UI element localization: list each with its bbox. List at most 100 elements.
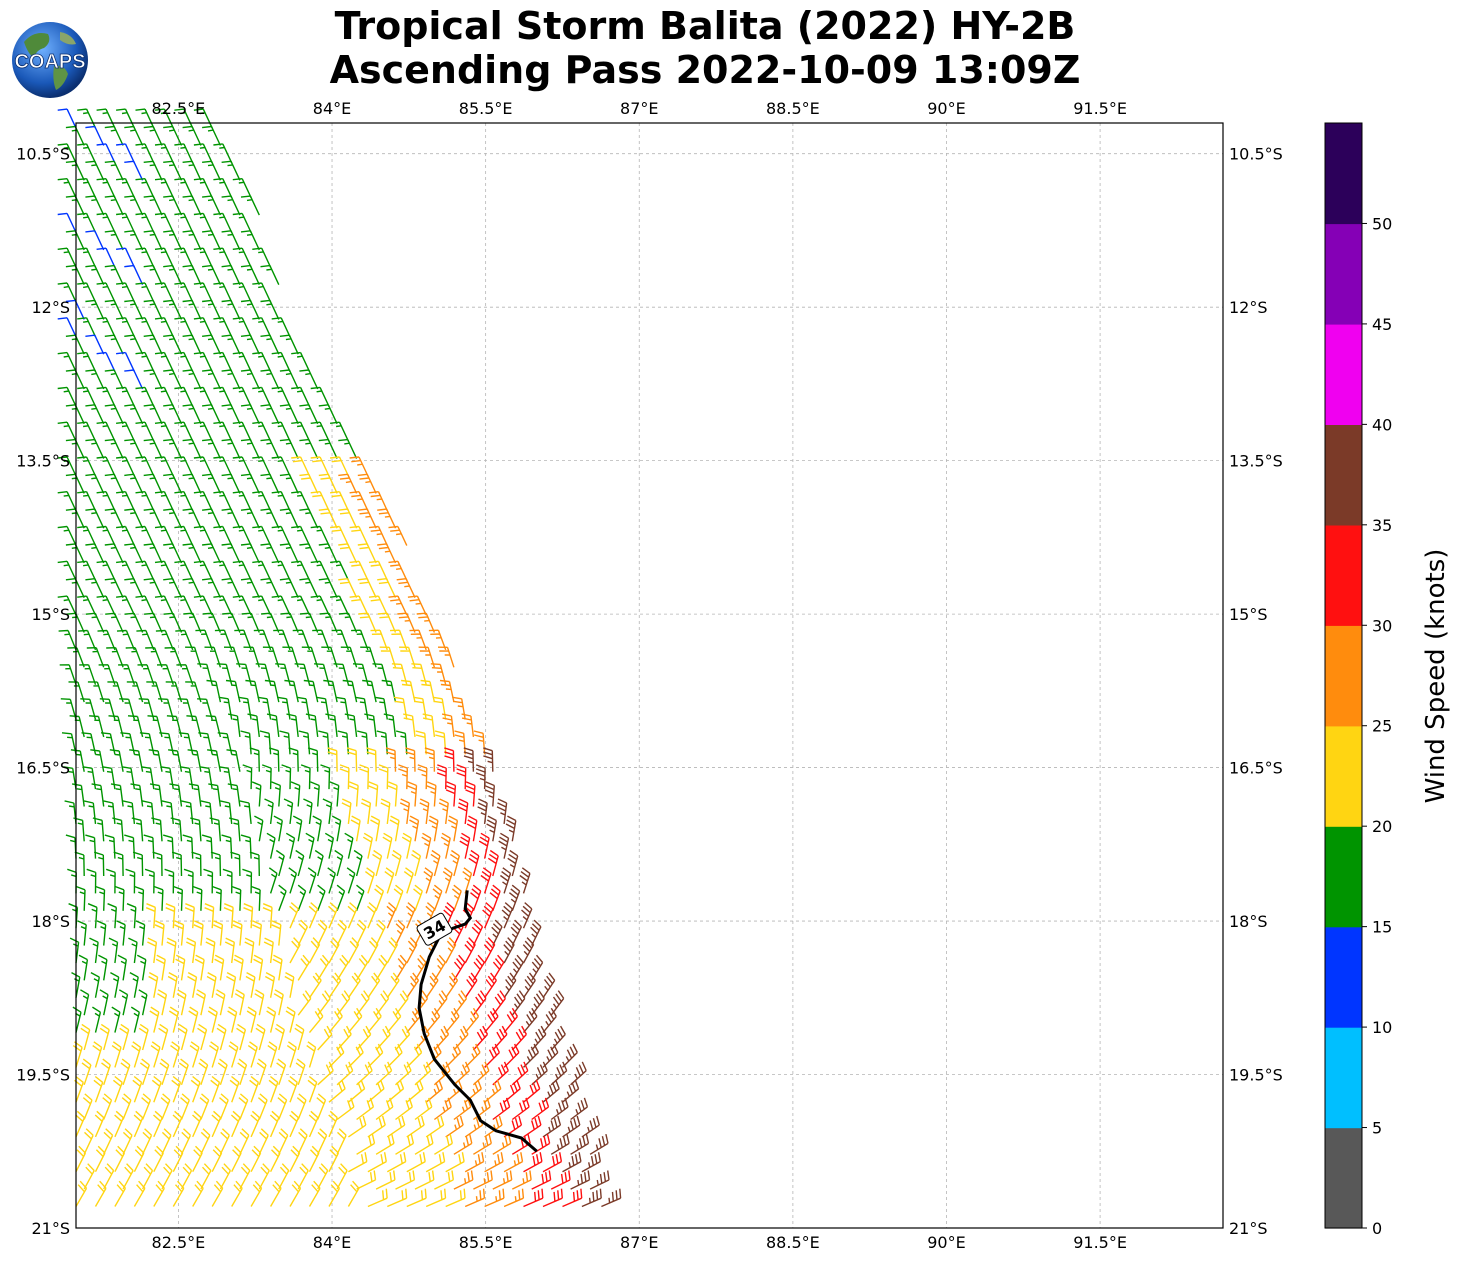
wind-barb bbox=[231, 1145, 242, 1173]
wind-barb bbox=[425, 972, 439, 999]
wind-barb bbox=[279, 334, 299, 355]
wind-barb bbox=[464, 1152, 485, 1173]
wind-barb bbox=[531, 1025, 547, 1051]
lat-tick-label-right: 10.5°S bbox=[1229, 145, 1283, 164]
wind-barb bbox=[297, 919, 309, 946]
wind-barb bbox=[336, 919, 347, 946]
wind-barb bbox=[154, 920, 165, 946]
wind-barb bbox=[445, 1007, 460, 1034]
wind-barb bbox=[511, 1025, 528, 1051]
wind-barb bbox=[465, 781, 476, 807]
wind-barb bbox=[85, 404, 105, 425]
title-line-2: Ascending Pass 2022-10-09 13:09Z bbox=[329, 48, 1081, 92]
wind-barb bbox=[234, 989, 245, 1016]
wind-barb bbox=[85, 334, 105, 355]
wind-barb bbox=[418, 646, 436, 668]
wind-barb bbox=[381, 679, 397, 703]
wind-barb bbox=[388, 560, 408, 581]
wind-barb bbox=[213, 560, 233, 581]
wind-barb bbox=[261, 764, 272, 790]
lon-tick-label-bottom: 88.5°E bbox=[766, 1233, 820, 1252]
wind-barb bbox=[243, 903, 254, 929]
wind-barb bbox=[240, 334, 260, 355]
wind-barb bbox=[374, 696, 388, 720]
wind-barb bbox=[118, 989, 129, 1016]
wind-barb bbox=[200, 1163, 212, 1190]
wind-barb bbox=[316, 1093, 327, 1120]
lon-tick-label-bottom: 82.5°E bbox=[152, 1233, 206, 1252]
wind-barb bbox=[116, 456, 136, 477]
wind-barb bbox=[523, 1115, 542, 1138]
wind-barb bbox=[445, 937, 457, 964]
wind-barb bbox=[232, 282, 252, 303]
wind-barb bbox=[367, 972, 381, 999]
wind-barb bbox=[487, 849, 499, 877]
wind-barb bbox=[286, 1041, 297, 1068]
wind-barb bbox=[298, 730, 311, 755]
wind-barb bbox=[368, 525, 388, 546]
wind-barb bbox=[193, 525, 213, 546]
wind-barb bbox=[128, 937, 138, 964]
wind-barb bbox=[175, 954, 186, 981]
wind-barb bbox=[289, 902, 299, 929]
wind-barb bbox=[338, 473, 358, 494]
wind-barb bbox=[286, 713, 299, 737]
wind-barb bbox=[65, 264, 85, 285]
wind-barb bbox=[71, 783, 85, 807]
wind-barb bbox=[310, 491, 330, 512]
wind-barb bbox=[69, 715, 85, 738]
wind-barb bbox=[336, 1128, 347, 1155]
wind-barb bbox=[240, 264, 260, 285]
wind-barb bbox=[67, 868, 77, 894]
wind-barb bbox=[135, 178, 155, 198]
wind-barb bbox=[179, 766, 194, 790]
colorbar-bin bbox=[1325, 926, 1362, 1028]
wind-barb bbox=[96, 421, 116, 442]
map-frame bbox=[75, 122, 1224, 1229]
wind-barb bbox=[271, 421, 291, 442]
wind-barb bbox=[144, 868, 155, 894]
wind-barb bbox=[116, 351, 136, 372]
wind-barb bbox=[291, 386, 311, 407]
wind-barb bbox=[240, 834, 252, 859]
wind-barb bbox=[170, 817, 183, 842]
wind-barb bbox=[453, 1097, 472, 1121]
wind-barb bbox=[190, 817, 202, 842]
wind-barb bbox=[96, 456, 116, 477]
wind-barb bbox=[239, 1163, 251, 1190]
wind-barb bbox=[347, 972, 361, 999]
wind-barb bbox=[271, 351, 291, 372]
wind-barb bbox=[317, 1025, 333, 1051]
wind-barb bbox=[425, 1152, 446, 1173]
wind-barb bbox=[328, 1043, 345, 1068]
wind-barb bbox=[193, 178, 213, 198]
wind-barb bbox=[174, 525, 194, 546]
wind-barb bbox=[425, 1188, 447, 1208]
wind-barb bbox=[174, 560, 194, 581]
wind-barb bbox=[82, 766, 97, 790]
wind-barb bbox=[244, 937, 255, 964]
wind-barb bbox=[72, 1041, 83, 1068]
wind-barb bbox=[503, 1188, 525, 1208]
wind-barb bbox=[180, 1163, 193, 1190]
wind-barb bbox=[562, 1152, 582, 1173]
wind-barb bbox=[367, 1043, 384, 1068]
wind-barb bbox=[457, 798, 469, 824]
wind-barb bbox=[310, 595, 330, 616]
wind-barb bbox=[542, 1043, 559, 1068]
wind-barb bbox=[221, 578, 241, 598]
wind-barb bbox=[150, 1041, 161, 1068]
wind-barb bbox=[266, 1006, 277, 1033]
wind-barb bbox=[57, 560, 77, 581]
wind-barb bbox=[406, 937, 418, 964]
wind-barb bbox=[77, 143, 97, 164]
wind-barb bbox=[279, 473, 299, 494]
wind-barb bbox=[388, 525, 408, 546]
wind-barb bbox=[338, 508, 358, 529]
wind-barb bbox=[223, 903, 234, 929]
wind-barb bbox=[232, 178, 252, 198]
wind-barb bbox=[96, 386, 116, 407]
wind-barb bbox=[93, 1075, 104, 1103]
wind-barb bbox=[168, 1006, 179, 1033]
colorbar-bin bbox=[1325, 424, 1362, 526]
